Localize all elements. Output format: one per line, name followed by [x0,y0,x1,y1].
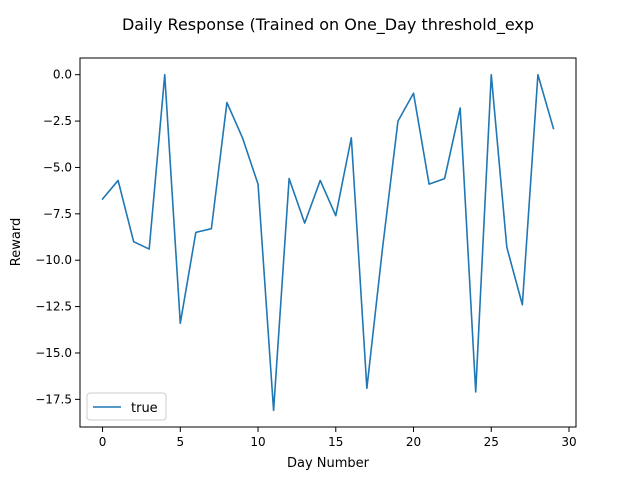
x-tick-label: 25 [484,435,499,449]
plot-frame [79,57,577,428]
y-tick-label: −5.0 [43,160,72,174]
y-tick-label: −2.5 [43,114,72,128]
y-tick-label: −12.5 [35,300,72,314]
x-tick-label: 15 [328,435,343,449]
y-tick-label: −7.5 [43,207,72,221]
x-axis-label: Day Number [287,456,370,471]
series-line-true [101,73,555,412]
y-tick-label: −17.5 [35,392,72,406]
x-tick-label: 10 [250,435,265,449]
series-layer [101,73,555,412]
legend: true [86,392,167,421]
x-tick-label: 0 [99,435,107,449]
chart-title: Daily Response (Trained on One_Day thres… [122,15,534,35]
y-tick-label: −10.0 [35,253,72,267]
x-tick-label: 20 [406,435,421,449]
legend-box [86,392,167,421]
legend-label: true [131,401,158,416]
y-tick-label: −15.0 [35,346,72,360]
y-axis-label: Reward [9,218,24,266]
x-tick-label: 30 [561,435,576,449]
x-axis: 0 5 10 15 20 25 30 [99,427,577,449]
x-tick-label: 5 [176,435,184,449]
y-axis: 0.0 −2.5 −5.0 −7.5 −10.0 −12.5 −15.0 −17.5 [35,68,80,406]
plot-area [79,57,577,428]
plot-background [80,58,576,427]
y-tick-label: 0.0 [53,68,72,82]
